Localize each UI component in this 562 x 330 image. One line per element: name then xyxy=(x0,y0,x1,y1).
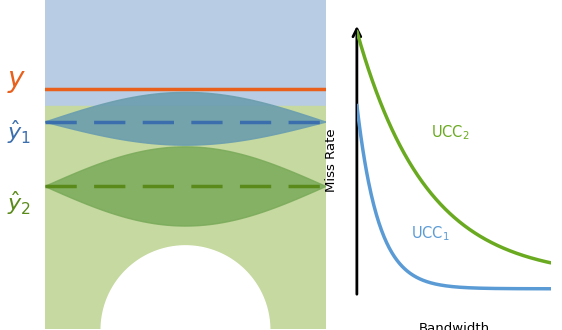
Text: $\hat{y}_2$: $\hat{y}_2$ xyxy=(7,189,31,217)
Bar xyxy=(45,106,326,330)
Text: Miss Rate: Miss Rate xyxy=(325,128,338,192)
Text: $\hat{y}_1$: $\hat{y}_1$ xyxy=(7,118,31,146)
Polygon shape xyxy=(45,92,326,145)
Polygon shape xyxy=(45,147,326,226)
Bar xyxy=(45,0,326,106)
Text: $y$: $y$ xyxy=(7,67,26,95)
Polygon shape xyxy=(45,246,326,330)
Text: UCC$_1$: UCC$_1$ xyxy=(411,225,450,243)
Text: Bandwidth: Bandwidth xyxy=(418,322,490,330)
Text: UCC$_2$: UCC$_2$ xyxy=(430,123,469,142)
